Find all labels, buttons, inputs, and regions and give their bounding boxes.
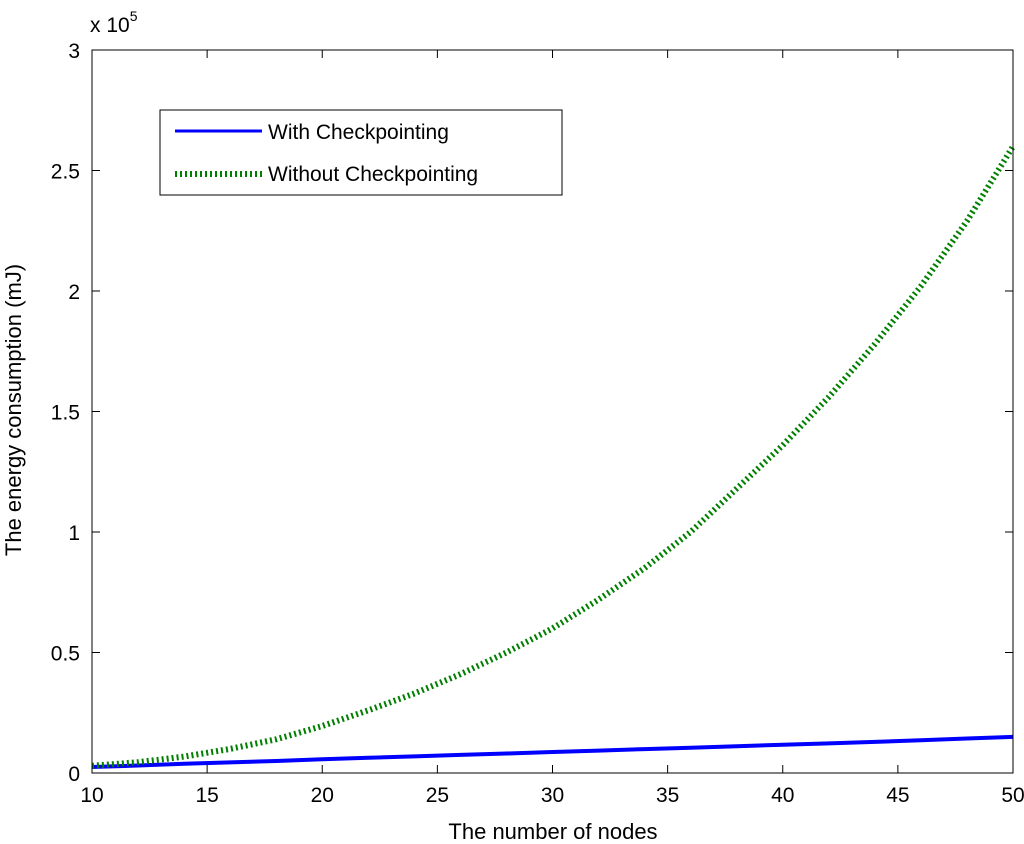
y-multiplier-base: x 10 [90,14,130,37]
x-tick-label: 10 [80,784,103,807]
legend-label-without-checkpointing: Without Checkpointing [268,163,478,186]
ticks-layer: 10 15 20 25 30 35 40 45 50 0 0.5 1 1.5 2 2.5 3 [51,40,1024,807]
series-layer [91,144,1016,769]
y-tick-label: 0 [68,763,80,786]
y-tick-label: 1.5 [51,402,80,425]
x-tick-label: 40 [771,784,794,807]
y-axis-multiplier: x 105 [90,8,138,37]
x-tick-label: 35 [656,784,679,807]
x-tick-label: 45 [886,784,909,807]
x-tick-label: 20 [311,784,334,807]
legend-box [159,109,563,196]
legend-label-with-checkpointing: With Checkpointing [268,121,449,144]
x-tick-label: 30 [541,784,564,807]
y-tick-label: 2.5 [51,161,80,184]
x-tick-label: 50 [1001,784,1024,807]
y-multiplier-exponent: 5 [130,8,138,24]
x-tick-label: 15 [195,784,218,807]
series-line-with-checkpointing [91,734,1014,769]
legend: With Checkpointing Without Checkpointing [159,109,563,196]
y-tick-label: 0.5 [51,643,80,666]
y-axis-label: The energy consumption (mJ) [1,264,26,556]
x-axis-label: The number of nodes [448,819,657,844]
y-tick-label: 1 [68,522,80,545]
y-tick-label: 3 [68,40,80,63]
y-tick-label: 2 [68,281,80,304]
x-tick-label: 25 [426,784,449,807]
